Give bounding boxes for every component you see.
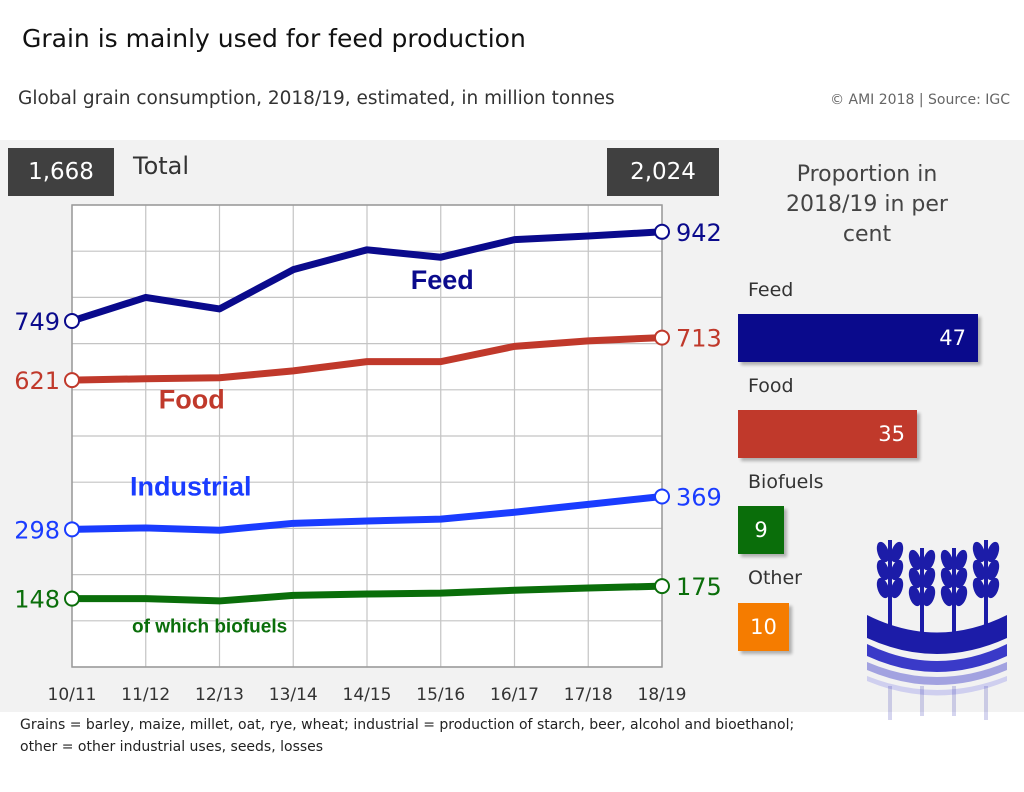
proportion-label-food: Food — [748, 375, 794, 397]
x-tick-label: 17/18 — [564, 685, 613, 705]
data-label-end: 369 — [676, 484, 722, 512]
data-point — [364, 246, 370, 253]
data-label-start: 148 — [14, 586, 60, 614]
page-title: Grain is mainly used for feed production — [22, 24, 526, 53]
data-point — [585, 584, 592, 591]
proportion-label-feed: Feed — [748, 279, 794, 301]
wheat-ear-icon — [908, 548, 936, 640]
proportion-title-line: 2018/19 in per — [786, 192, 948, 217]
source-credit: © AMI 2018 | Source: IGC — [830, 92, 1010, 108]
data-point — [142, 595, 149, 602]
data-point — [364, 358, 370, 365]
grain-ears-logo — [867, 540, 1007, 720]
data-point — [585, 337, 592, 344]
data-point — [437, 254, 444, 261]
data-point — [290, 266, 297, 273]
proportion-bar-feed: 47 — [738, 314, 978, 362]
footnote-line: Grains = barley, maize, millet, oat, rye… — [20, 717, 795, 733]
proportion-bar-biofuels: 9 — [738, 506, 784, 554]
end-marker — [654, 329, 670, 346]
data-point — [364, 518, 370, 525]
wheat-reflection-icon — [888, 686, 988, 720]
end-marker — [654, 578, 670, 595]
x-tick-label: 12/13 — [195, 685, 244, 705]
total-label: Total — [133, 152, 190, 180]
end-marker — [654, 488, 670, 505]
start-marker — [64, 521, 80, 538]
data-label-end: 175 — [676, 573, 722, 601]
data-point — [585, 232, 592, 239]
wheat-ear-icon — [876, 540, 904, 640]
data-label-end: 713 — [676, 325, 722, 353]
data-point — [364, 591, 370, 598]
data-point — [216, 597, 223, 604]
start-marker — [64, 372, 80, 389]
footnote-line: other = other industrial uses, seeds, lo… — [20, 739, 324, 755]
data-point — [216, 305, 223, 312]
data-point — [290, 367, 297, 374]
x-tick-label: 16/17 — [490, 685, 539, 705]
proportion-label-other: Other — [748, 567, 802, 589]
data-label-start: 621 — [14, 367, 60, 395]
data-point — [511, 343, 518, 350]
x-tick-label: 11/12 — [121, 685, 170, 705]
x-tick-label: 14/15 — [343, 685, 392, 705]
data-point — [142, 375, 149, 382]
data-point — [290, 592, 297, 599]
total-start-badge: 1,668 — [8, 148, 114, 196]
data-point — [290, 520, 297, 527]
footnote: Grains = barley, maize, millet, oat, rye… — [20, 714, 794, 758]
proportion-label-biofuels: Biofuels — [748, 471, 824, 493]
proportion-bar-food: 35 — [738, 410, 917, 458]
start-marker — [64, 590, 80, 607]
data-point — [511, 236, 518, 243]
wheat-ear-icon — [972, 540, 1000, 640]
data-point — [511, 587, 518, 594]
data-point — [511, 509, 518, 516]
chart-subtitle: Global grain consumption, 2018/19, estim… — [18, 88, 615, 109]
series-name-label: Industrial — [130, 471, 252, 501]
proportion-bar-other: 10 — [738, 603, 789, 651]
series-name-label: Food — [159, 385, 225, 415]
wheat-ear-icon — [940, 548, 968, 640]
plot-frame — [71, 204, 663, 668]
x-tick-label: 13/14 — [269, 685, 318, 705]
x-tick-label: 18/19 — [638, 685, 687, 705]
series-name-label: of which biofuels — [132, 617, 287, 638]
data-point — [142, 294, 149, 301]
data-point — [585, 501, 592, 508]
data-point — [216, 527, 223, 534]
data-point — [142, 524, 149, 531]
x-tick-label: 15/16 — [416, 685, 465, 705]
data-label-start: 298 — [14, 516, 60, 544]
data-label-start: 749 — [14, 308, 60, 336]
end-marker — [654, 223, 670, 240]
start-marker — [64, 312, 80, 329]
data-point — [437, 358, 444, 365]
data-point — [437, 590, 444, 597]
line-chart: 10/11 11/12 12/13 13/14 14/15 15/16 16/17 17/18… — [14, 204, 722, 705]
data-point — [437, 516, 444, 523]
data-point — [216, 374, 223, 381]
x-tick-label: 10/11 — [48, 685, 97, 705]
total-end-badge: 2,024 — [607, 148, 719, 196]
proportion-title: Proportion in 2018/19 in per cent — [772, 160, 962, 250]
data-label-end: 942 — [676, 219, 722, 247]
proportion-title-line: Proportion in — [796, 162, 938, 187]
series-name-label: Feed — [411, 265, 474, 295]
proportion-title-line: cent — [842, 222, 892, 247]
